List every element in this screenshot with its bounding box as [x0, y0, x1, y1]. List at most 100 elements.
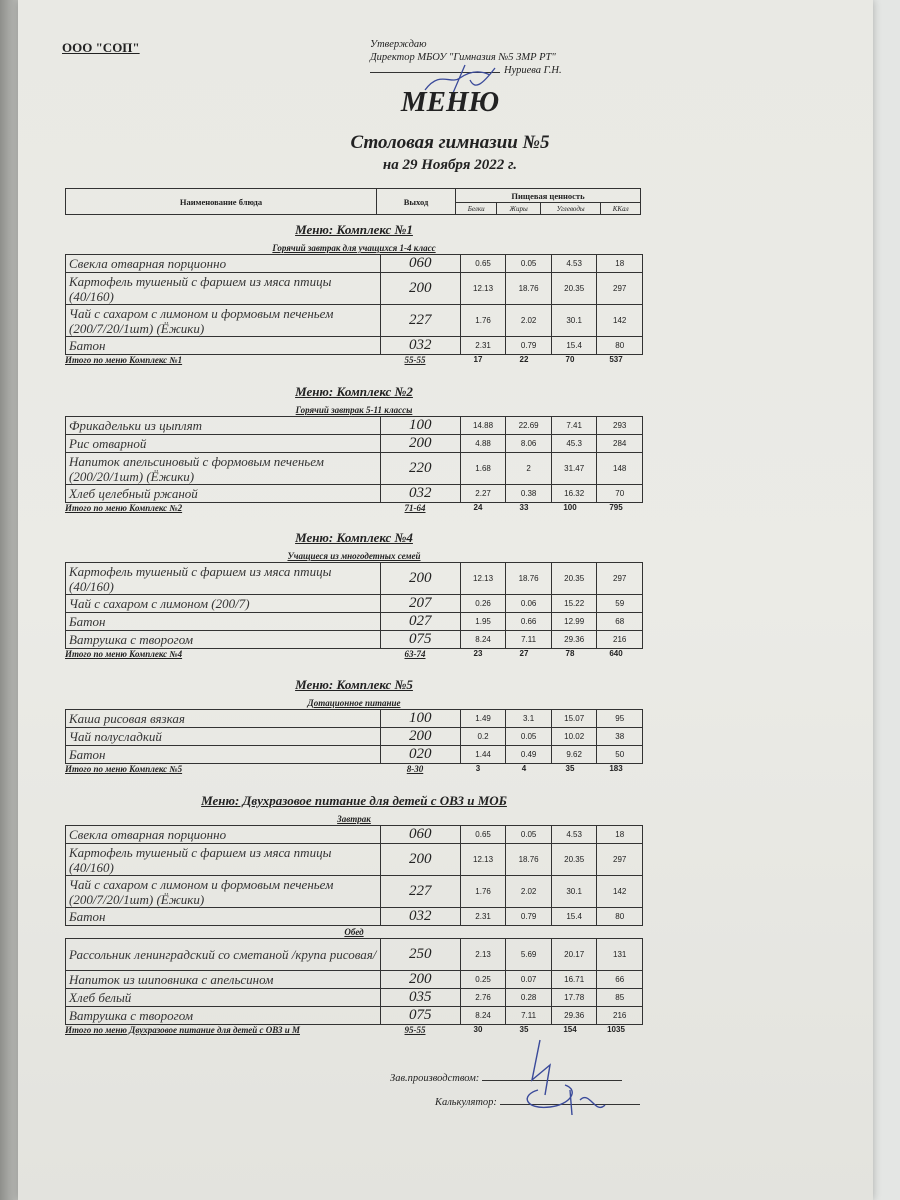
total-label: Итого по меню Комплекс №2 [65, 503, 183, 513]
dish-name: Чай с сахаром с лимоном и формовым печен… [65, 304, 381, 337]
dish-protein: 1.68 [459, 452, 507, 485]
signature-line [499, 1104, 640, 1105]
menu-section: Меню: Комплекс №5 Дотационное питание Каша… [65, 677, 643, 778]
dish-protein: 2.27 [459, 484, 507, 503]
document-date: на 29 Ноября 2022 г. [382, 157, 518, 173]
dish-output: 020 [379, 745, 461, 764]
dish-kcal: 297 [596, 843, 643, 876]
total-kcal: 640 [609, 649, 623, 658]
approval-signature-line: Нуриева Г.Н. [370, 64, 562, 77]
dish-kcal: 80 [596, 907, 643, 926]
organization-name: ООО "СОП" [62, 40, 140, 55]
dish-carbs: 7.41 [550, 416, 598, 435]
dish-protein: 4.88 [459, 434, 507, 453]
dish-protein: 2.13 [459, 938, 507, 971]
dish-carbs: 20.17 [550, 938, 598, 971]
dish-protein: 1.44 [459, 745, 507, 764]
header-protein: Белки [454, 202, 498, 215]
section-title: Меню: Комплекс №5 [295, 677, 413, 692]
table-row: Хлеб белый 035 2.76 0.28 17.78 85 [65, 988, 643, 1007]
total-fat: 22 [519, 355, 529, 364]
dish-name: Картофель тушеный с фаршем из мяса птицы… [65, 562, 381, 595]
dish-output: 207 [379, 594, 461, 613]
dish-fat: 7.11 [505, 1006, 552, 1025]
total-protein: 17 [473, 355, 483, 364]
dish-name: Хлеб целебный ржаной [65, 484, 381, 503]
dish-fat: 0.05 [505, 727, 552, 746]
dish-name: Картофель тушеный с фаршем из мяса птицы… [65, 843, 381, 876]
table-row: Чай с сахаром с лимоном и формовым печен… [65, 875, 643, 908]
dish-protein: 1.76 [459, 875, 507, 908]
dish-carbs: 45.3 [550, 434, 598, 453]
section-total: Итого по меню Двухразовое питание для де… [65, 1025, 643, 1039]
header-kcal: ККал [600, 202, 641, 215]
group-subtitle: Горячий завтрак 5-11 классы [295, 405, 413, 415]
section-title: Меню: Комплекс №1 [295, 222, 413, 237]
dish-fat: 0.79 [505, 907, 552, 926]
dish-output: 250 [379, 938, 461, 971]
table-row: Рис отварной 200 4.88 8.06 45.3 284 [65, 434, 643, 453]
signature-line [370, 72, 500, 73]
dish-kcal: 216 [596, 1006, 643, 1025]
dish-protein: 1.95 [459, 612, 507, 631]
menu-section: Меню: Комплекс №1 Горячий завтрак для уча… [65, 222, 643, 369]
dish-name: Батон [65, 745, 381, 764]
dish-protein: 8.24 [459, 1006, 507, 1025]
dish-carbs: 15.4 [550, 336, 598, 355]
dish-fat: 18.76 [505, 843, 552, 876]
table-row: Батон 032 2.31 0.79 15.4 80 [65, 336, 643, 355]
section-title: Меню: Комплекс №4 [295, 530, 413, 545]
dish-table: Каша рисовая вязкая 100 1.49 3.1 15.07 95 Чай … [65, 709, 643, 764]
dish-fat: 7.11 [505, 630, 552, 649]
dish-name: Рис отварной [65, 434, 381, 453]
table-row: Каша рисовая вязкая 100 1.49 3.1 15.07 95 [65, 709, 643, 728]
dish-carbs: 17.78 [550, 988, 598, 1007]
section-total: Итого по меню Комплекс №4 63-74 23 27 78 640 [65, 649, 643, 663]
table-row: Напиток из шиповника с апельсином 200 0.25… [65, 970, 643, 989]
dish-output: 032 [379, 336, 461, 355]
production-head-signature: Зав.производством: [390, 1073, 623, 1084]
dish-fat: 0.66 [505, 612, 552, 631]
total-carbs: 35 [565, 764, 575, 773]
signature-line [482, 1080, 623, 1081]
table-row: Чай с сахаром с лимоном (200/7) 207 0.26 0.… [65, 594, 643, 613]
dish-protein: 1.49 [459, 709, 507, 728]
section-title: Меню: Двухразовое питание для детей с ОВ… [201, 793, 507, 808]
dish-carbs: 31.47 [550, 452, 598, 485]
total-label: Итого по меню Комплекс №1 [65, 355, 183, 365]
dish-carbs: 15.4 [550, 907, 598, 926]
dish-fat: 2.02 [505, 875, 552, 908]
dish-fat: 18.76 [505, 272, 552, 305]
dish-fat: 18.76 [505, 562, 552, 595]
dish-kcal: 66 [596, 970, 643, 989]
dish-fat: 0.05 [505, 825, 552, 844]
dish-carbs: 29.36 [550, 630, 598, 649]
dish-output: 060 [379, 254, 461, 273]
table-row: Рассольник ленинградский со сметаной /кр… [65, 938, 643, 971]
total-kcal: 183 [609, 764, 623, 773]
dish-kcal: 216 [596, 630, 643, 649]
dish-carbs: 4.53 [550, 254, 598, 273]
table-row: Свекла отварная порционно 060 0.65 0.05 4.53… [65, 254, 643, 273]
total-label: Итого по меню Комплекс №5 [65, 764, 183, 774]
total-output: 63-74 [404, 649, 426, 659]
approval-block: Утверждаю Директор МБОУ "Гимназия №5 ЗМР… [370, 38, 562, 77]
dish-kcal: 95 [596, 709, 643, 728]
dish-name: Свекла отварная порционно [65, 825, 381, 844]
total-fat: 27 [519, 649, 529, 658]
table-row: Батон 020 1.44 0.49 9.62 50 [65, 745, 643, 764]
group-subtitle: Учащиеся из многодетных семей [287, 551, 421, 561]
dish-output: 035 [379, 988, 461, 1007]
dish-fat: 0.28 [505, 988, 552, 1007]
dish-name: Чай с сахаром с лимоном и формовым печен… [65, 875, 381, 908]
dish-carbs: 9.62 [550, 745, 598, 764]
total-output: 55-55 [404, 355, 426, 365]
table-row: Чай полусладкий 200 0.2 0.05 10.02 38 [65, 727, 643, 746]
dish-kcal: 59 [596, 594, 643, 613]
section-total: Итого по меню Комплекс №5 8-30 3 4 35 183 [65, 764, 643, 778]
dish-table: Фрикадельки из цыплят 100 14.88 22.69 7.41 29… [65, 416, 643, 503]
column-header-table: Наименование блюда Выход Пищевая ценност… [65, 188, 641, 215]
dish-output: 220 [379, 452, 461, 485]
dish-output: 075 [379, 1006, 461, 1025]
table-row: Ватрушка с творогом 075 8.24 7.11 29.36 216 [65, 630, 643, 649]
